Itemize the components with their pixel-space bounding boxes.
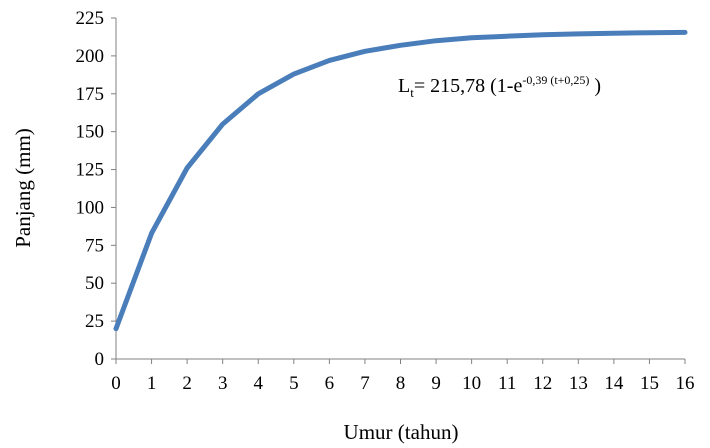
y-tick-label: 150: [76, 122, 105, 143]
y-tick-label: 225: [76, 8, 105, 29]
x-tick-label: 0: [111, 373, 121, 394]
x-tick-label: 16: [676, 373, 695, 394]
y-tick-label: 25: [85, 311, 104, 332]
x-tick-label: 7: [360, 373, 370, 394]
equation-main: = 215,78 (1-e: [414, 75, 523, 97]
x-tick-label: 5: [289, 373, 299, 394]
y-tick-label: 100: [76, 197, 105, 218]
x-tick-label: 3: [218, 373, 228, 394]
x-axis-title: Umur (tahun): [344, 420, 459, 444]
x-tick-label: 12: [533, 373, 552, 394]
y-tick-label: 175: [76, 84, 105, 105]
x-tick-label: 4: [254, 373, 264, 394]
x-tick-label: 8: [396, 373, 406, 394]
x-tick-label: 14: [604, 373, 624, 394]
x-tick-label: 13: [569, 373, 588, 394]
y-tick-label: 125: [76, 160, 105, 181]
equation-tail: ): [589, 75, 601, 97]
series-layer: [113, 29, 688, 332]
x-tick-label: 10: [462, 373, 481, 394]
x-tick-label: 9: [431, 373, 441, 394]
y-axis-title: Panjang (mm): [11, 128, 35, 248]
equation-annotation: Lt= 215,78 (1-e-0,39 (t+0,25) ): [398, 73, 601, 100]
x-tick-label: 6: [325, 373, 335, 394]
y-tick-label: 75: [85, 235, 104, 256]
equation-lhs: L: [398, 75, 410, 97]
y-tick-label: 50: [85, 273, 104, 294]
x-tick-label: 2: [182, 373, 192, 394]
y-ticks: 0 25 50 75 100 125 150 175 200 225: [76, 8, 116, 370]
y-tick-label: 200: [76, 46, 105, 67]
x-tick-label: 15: [640, 373, 659, 394]
equation-exponent: -0,39 (t+0,25): [522, 73, 589, 87]
equation-lhs-subscript: t: [410, 85, 414, 100]
series-line: [113, 29, 688, 332]
x-tick-label: 11: [498, 373, 516, 394]
x-ticks: 0 1 2 3 4 5 6 7 8 9 10 11 12 13 14 15 16: [111, 359, 695, 394]
axes: [115, 18, 685, 360]
x-tick-label: 1: [147, 373, 157, 394]
y-tick-label: 0: [95, 349, 105, 370]
